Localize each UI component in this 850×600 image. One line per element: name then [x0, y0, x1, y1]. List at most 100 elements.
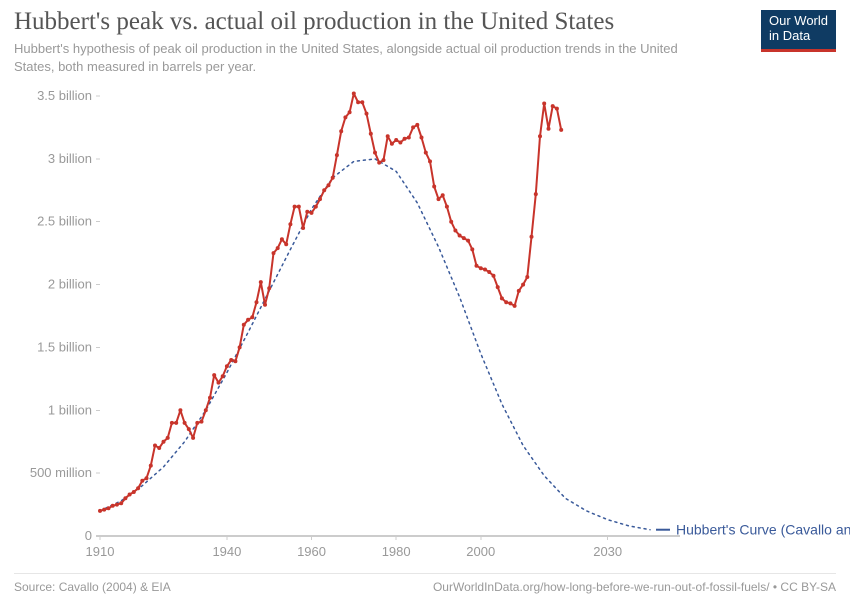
- actual-data-point: [517, 289, 521, 293]
- y-axis-label: 2.5 billion: [37, 214, 92, 229]
- actual-data-point: [521, 283, 525, 287]
- actual-data-point: [415, 123, 419, 127]
- actual-data-point: [348, 110, 352, 114]
- y-axis-label: 1 billion: [48, 402, 92, 417]
- actual-data-point: [470, 247, 474, 251]
- actual-data-point: [208, 396, 212, 400]
- actual-data-point: [145, 476, 149, 480]
- actual-data-point: [204, 408, 208, 412]
- footer-citation: OurWorldInData.org/how-long-before-we-ru…: [433, 580, 836, 594]
- actual-data-point: [466, 239, 470, 243]
- actual-data-point: [398, 141, 402, 145]
- actual-data-point: [335, 153, 339, 157]
- actual-data-point: [102, 508, 106, 512]
- actual-data-point: [407, 136, 411, 140]
- actual-data-point: [128, 493, 132, 497]
- actual-data-point: [411, 125, 415, 129]
- actual-data-point: [221, 374, 225, 378]
- actual-data-point: [318, 197, 322, 201]
- actual-data-point: [327, 183, 331, 187]
- actual-data-point: [356, 100, 360, 104]
- x-axis-label: 1910: [86, 544, 115, 559]
- actual-data-point: [305, 210, 309, 214]
- chart-footer: Source: Cavallo (2004) & EIA OurWorldInD…: [14, 573, 836, 594]
- actual-data-point: [195, 421, 199, 425]
- actual-data-point: [441, 193, 445, 197]
- actual-data-point: [310, 211, 314, 215]
- footer-source: Source: Cavallo (2004) & EIA: [14, 580, 171, 594]
- chart-title: Hubbert's peak vs. actual oil production…: [14, 8, 740, 36]
- actual-data-point: [483, 268, 487, 272]
- actual-data-point: [432, 185, 436, 189]
- actual-data-point: [187, 427, 191, 431]
- actual-data-point: [343, 115, 347, 119]
- actual-data-point: [479, 266, 483, 270]
- actual-data-point: [225, 364, 229, 368]
- actual-data-point: [272, 251, 276, 255]
- actual-data-point: [420, 136, 424, 140]
- actual-data-point: [242, 323, 246, 327]
- actual-data-point: [331, 176, 335, 180]
- actual-data-point: [377, 161, 381, 165]
- actual-data-point: [123, 496, 127, 500]
- actual-data-point: [525, 275, 529, 279]
- actual-data-point: [276, 246, 280, 250]
- actual-data-point: [229, 358, 233, 362]
- actual-data-point: [322, 188, 326, 192]
- actual-data-point: [492, 274, 496, 278]
- actual-data-point: [437, 197, 441, 201]
- actual-data-point: [534, 192, 538, 196]
- chart-header: Hubbert's peak vs. actual oil production…: [14, 8, 740, 75]
- actual-data-point: [284, 242, 288, 246]
- actual-data-point: [255, 300, 259, 304]
- actual-data-point: [111, 504, 115, 508]
- actual-data-point: [191, 436, 195, 440]
- hubbert-curve-line: [100, 159, 650, 530]
- actual-data-point: [551, 104, 555, 108]
- x-axis-label: 2000: [466, 544, 495, 559]
- actual-data-point: [339, 129, 343, 133]
- actual-data-point: [212, 373, 216, 377]
- actual-data-point: [352, 92, 356, 96]
- x-axis-label: 1940: [212, 544, 241, 559]
- actual-data-point: [267, 286, 271, 290]
- actual-data-point: [475, 264, 479, 268]
- x-axis-label: 2030: [593, 544, 622, 559]
- legend-label-hubbert: Hubbert's Curve (Cavallo and EIA): [676, 522, 850, 538]
- actual-data-point: [314, 205, 318, 209]
- actual-data-point: [360, 100, 364, 104]
- actual-data-point: [149, 464, 153, 468]
- actual-data-point: [98, 509, 102, 513]
- actual-data-point: [157, 446, 161, 450]
- actual-data-point: [200, 420, 204, 424]
- actual-data-point: [238, 345, 242, 349]
- owid-logo-line2: in Data: [769, 29, 828, 44]
- actual-data-point: [288, 222, 292, 226]
- actual-data-point: [449, 220, 453, 224]
- actual-data-point: [246, 318, 250, 322]
- actual-data-point: [559, 128, 563, 132]
- actual-data-point: [538, 134, 542, 138]
- actual-data-point: [462, 236, 466, 240]
- actual-data-point: [250, 315, 254, 319]
- y-axis-label: 3 billion: [48, 151, 92, 166]
- actual-data-point: [153, 444, 157, 448]
- y-axis-label: 3.5 billion: [37, 88, 92, 103]
- actual-data-point: [263, 303, 267, 307]
- actual-data-point: [390, 142, 394, 146]
- actual-data-point: [280, 237, 284, 241]
- actual-data-point: [170, 421, 174, 425]
- actual-data-point: [382, 158, 386, 162]
- actual-data-point: [394, 138, 398, 142]
- x-axis-label: 1960: [297, 544, 326, 559]
- actual-data-point: [233, 359, 237, 363]
- actual-data-point: [183, 421, 187, 425]
- actual-data-point: [297, 205, 301, 209]
- actual-data-point: [107, 506, 111, 510]
- chart-container: Hubbert's peak vs. actual oil production…: [0, 0, 850, 600]
- owid-logo: Our World in Data: [761, 10, 836, 52]
- owid-logo-line1: Our World: [769, 14, 828, 29]
- y-axis-label: 0: [85, 528, 92, 543]
- actual-data-point: [140, 479, 144, 483]
- actual-data-point: [301, 226, 305, 230]
